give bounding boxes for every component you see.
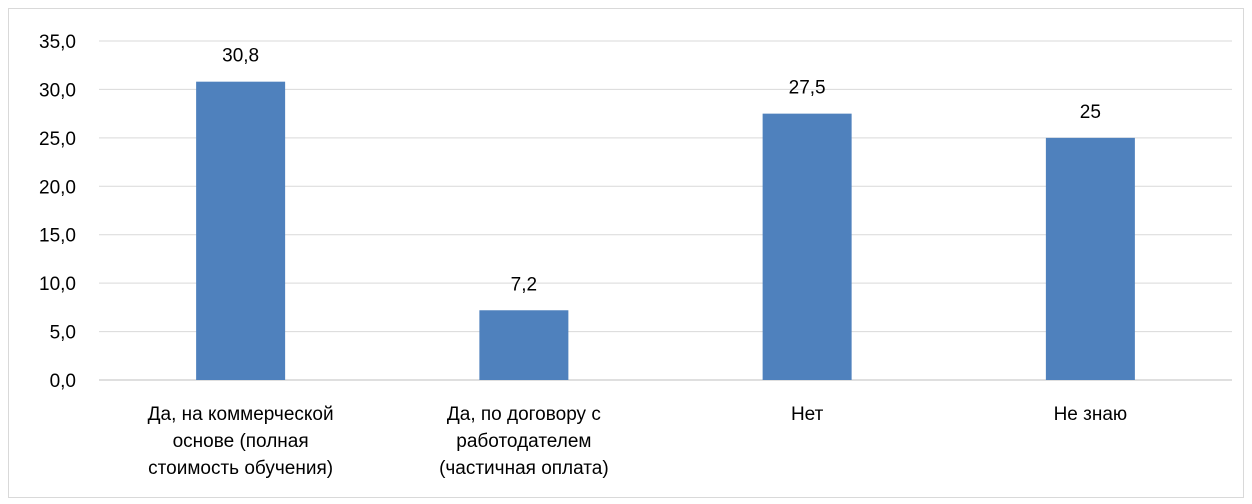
y-axis: 0,0 5,0 10,0 15,0 20,0 25,0 30,0 35,0 xyxy=(39,32,1232,392)
data-label: 27,5 xyxy=(789,78,826,99)
y-tick-label: 35,0 xyxy=(39,32,76,53)
category-label: стоимость обучения) xyxy=(148,458,333,479)
data-label: 30,8 xyxy=(222,46,259,67)
grid-lines xyxy=(99,40,1232,333)
bars xyxy=(196,81,1135,381)
category-label: Да, по договору с xyxy=(447,404,601,425)
bar xyxy=(1045,137,1135,380)
y-tick-label: 25,0 xyxy=(39,129,76,150)
y-tick-label: 15,0 xyxy=(39,226,76,247)
category-axis: Да, на коммерческой основе (полная стоимос… xyxy=(148,404,1128,479)
category-label: Да, на коммерческой xyxy=(148,404,334,425)
data-label: 7,2 xyxy=(511,274,537,295)
data-label: 25 xyxy=(1080,102,1101,123)
bar xyxy=(762,113,852,381)
y-tick-label: 5,0 xyxy=(50,323,76,344)
category-label: Не знаю xyxy=(1054,404,1128,425)
y-tick-label: 30,0 xyxy=(39,80,76,101)
y-tick-label: 0,0 xyxy=(50,371,76,392)
category-label: основе (полная xyxy=(173,431,309,452)
bar xyxy=(479,310,569,380)
y-tick-label: 10,0 xyxy=(39,274,76,295)
category-label: работодателем xyxy=(456,431,591,452)
category-label: Нет xyxy=(791,404,824,425)
data-labels: 30,8 7,2 27,5 25 xyxy=(222,46,1101,296)
category-label: (частичная оплата) xyxy=(439,458,609,479)
bar xyxy=(196,81,286,381)
y-tick-label: 20,0 xyxy=(39,177,76,198)
